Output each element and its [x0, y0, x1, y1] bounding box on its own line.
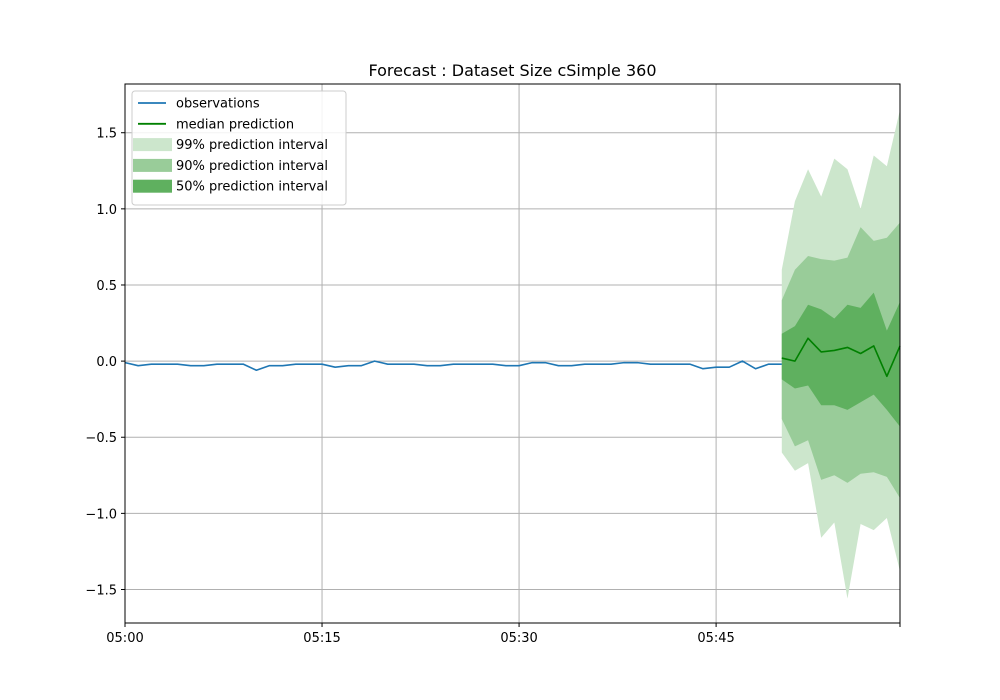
- y-axis: −1.5 −1.0 −0.5 0.0 0.5 1.0 1.5: [85, 127, 125, 599]
- prediction-intervals: [781, 109, 900, 599]
- y-tick-label: 0.0: [96, 355, 117, 370]
- observations-line: [124, 360, 782, 372]
- x-tick-label: 05:45: [697, 631, 734, 646]
- chart-title: Forecast : Dataset Size cSimple 360: [369, 61, 657, 80]
- legend-swatch: [133, 179, 172, 193]
- series-lines: [124, 337, 901, 378]
- y-tick-label: 1.0: [96, 203, 117, 218]
- plot-frame: [124, 83, 901, 624]
- y-tick-label: 1.5: [96, 127, 117, 142]
- legend-label: median prediction: [176, 117, 294, 132]
- x-tick-label: 05:15: [303, 631, 340, 646]
- legend-label: observations: [176, 97, 260, 112]
- y-tick-label: −0.5: [85, 431, 117, 446]
- legend-swatch: [133, 138, 172, 152]
- legend-label: 50% prediction interval: [176, 180, 328, 195]
- legend-label: 99% prediction interval: [176, 138, 328, 153]
- interval-50-band: [781, 292, 900, 427]
- legend-swatch: [133, 158, 172, 172]
- legend: observations median prediction 99% predict…: [131, 90, 347, 206]
- y-tick-label: −1.5: [85, 584, 117, 599]
- y-tick-label: −1.0: [85, 507, 117, 522]
- legend-label: 90% prediction interval: [176, 159, 328, 174]
- y-tick-label: 0.5: [96, 279, 117, 294]
- x-tick-label: 05:00: [106, 631, 143, 646]
- legend-box: [131, 90, 347, 206]
- x-tick-label: 05:30: [500, 631, 537, 646]
- median-prediction-line: [781, 337, 901, 378]
- x-axis: 05:00 05:15 05:30 05:45: [106, 623, 901, 646]
